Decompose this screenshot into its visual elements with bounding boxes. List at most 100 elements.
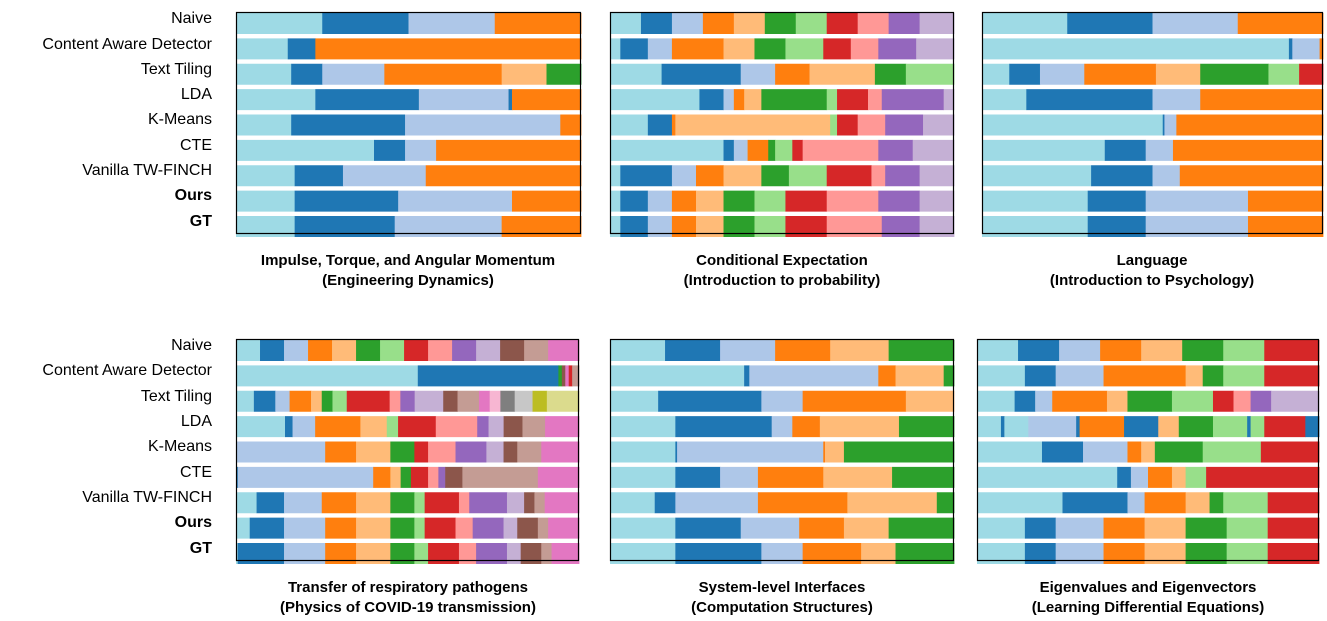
bar-segment: [294, 216, 396, 237]
chart-title: Conditional Expectation (Introduction to…: [592, 251, 972, 291]
bar-segment: [610, 390, 659, 412]
bar-segment: [236, 114, 292, 136]
bar-segment: [610, 114, 649, 136]
bar-segment: [289, 390, 312, 412]
bar-segment: [757, 492, 848, 514]
bar-segment: [610, 492, 656, 514]
panel-frame: [235, 338, 580, 562]
bar-segment: [1144, 492, 1187, 514]
bar-segment: [503, 416, 523, 438]
bar-segment: [428, 340, 453, 361]
bar-segment: [610, 340, 666, 361]
bar-segment: [284, 543, 326, 564]
bar-segment: [720, 466, 759, 488]
bar-segment: [647, 190, 673, 212]
chart-title-line2: (Computation Structures): [691, 599, 873, 616]
bar-segment: [982, 165, 1092, 187]
method-label-vanilla-tw-finch: Vanilla TW-FINCH: [82, 489, 212, 506]
bar-segment: [524, 340, 549, 361]
bar-segment: [325, 441, 357, 463]
bar-segment: [771, 416, 793, 438]
bar-segment: [868, 89, 883, 111]
bar-segment: [671, 38, 724, 60]
method-label-k-means: K-Means: [147, 438, 212, 455]
bar-segment: [795, 13, 828, 34]
bar-segment: [356, 441, 391, 463]
bar-segment: [1152, 13, 1239, 34]
bar-segment: [977, 466, 1118, 488]
bar-segment: [761, 89, 828, 111]
bar-segment: [1087, 190, 1147, 212]
bar-segment: [541, 441, 580, 463]
bar-segment: [1260, 441, 1320, 463]
chart-title-line2: (Physics of COVID-19 transmission): [280, 599, 536, 616]
bar-segment: [1179, 165, 1324, 187]
bar-segment: [857, 114, 886, 136]
bar-segment: [696, 190, 724, 212]
bar-segment: [561, 365, 566, 387]
bar-segment: [733, 139, 748, 161]
bar-segment: [236, 165, 296, 187]
bar-segment: [477, 416, 489, 438]
bar-segment: [294, 190, 399, 212]
bar-segment: [1292, 38, 1320, 60]
bar-segment: [1223, 365, 1265, 387]
bar-segment: [1178, 416, 1214, 438]
bar-segment: [414, 492, 426, 514]
bar-segment: [723, 139, 735, 161]
bar-segment: [315, 89, 420, 111]
bar-segment: [418, 89, 509, 111]
bar-segment: [321, 390, 333, 412]
bar-segment: [699, 89, 724, 111]
bar-segment: [1176, 114, 1324, 136]
panel-frame: [235, 11, 582, 235]
bar-segment: [436, 139, 582, 161]
bar-segment: [1267, 517, 1320, 539]
bar-segment: [696, 216, 724, 237]
bar-segment: [287, 38, 316, 60]
bar-segment: [826, 89, 838, 111]
bar-segment: [512, 89, 582, 111]
bar-segment: [1083, 441, 1128, 463]
bar-segment: [785, 216, 828, 237]
bar-segment: [506, 543, 522, 564]
bar-segment: [249, 517, 285, 539]
method-label-cte: CTE: [180, 137, 212, 154]
panel-frame: [609, 338, 955, 562]
bar-segment: [400, 466, 412, 488]
bar-segment: [837, 89, 869, 111]
bar-segment: [1055, 517, 1104, 539]
bar-segment: [823, 466, 893, 488]
bar-segment: [871, 165, 886, 187]
bar-segment: [919, 13, 955, 34]
bar-segment: [620, 38, 649, 60]
bar-segment: [792, 416, 821, 438]
bar-segment: [1052, 390, 1108, 412]
bar-segment: [1024, 517, 1057, 539]
bar-segment: [733, 89, 745, 111]
bar-segment: [878, 38, 917, 60]
bar-segment: [1103, 543, 1145, 564]
bar-segment: [843, 441, 955, 463]
bar-segment: [253, 390, 276, 412]
bar-segment: [702, 13, 735, 34]
bar-segment: [885, 165, 920, 187]
bar-segment: [458, 492, 470, 514]
bar-segment: [1076, 416, 1080, 438]
bar-segment: [292, 416, 316, 438]
bar-segment: [1009, 63, 1041, 85]
bar-segment: [311, 390, 323, 412]
bar-segment: [356, 492, 391, 514]
bar-segment: [1155, 63, 1201, 85]
bar-segment: [1145, 216, 1249, 237]
chart-panel-system-level-interfaces: [609, 338, 955, 564]
bar-segment: [1028, 416, 1077, 438]
bar-segment: [1164, 114, 1177, 136]
bar-segment: [1267, 543, 1320, 564]
bar-segment: [610, 165, 621, 187]
bar-segment: [671, 216, 697, 237]
bar-segment: [610, 543, 676, 564]
bar-segment: [342, 165, 427, 187]
bar-segment: [1106, 390, 1128, 412]
